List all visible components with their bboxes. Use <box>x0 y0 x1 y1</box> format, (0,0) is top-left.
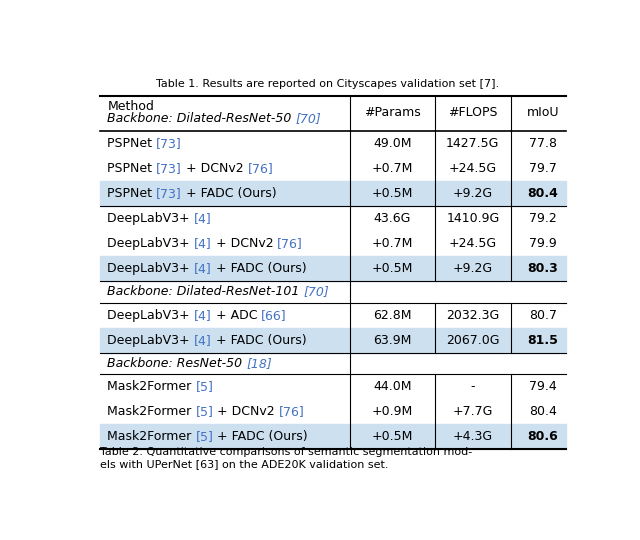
Text: + ADC: + ADC <box>212 309 261 322</box>
Text: +9.2G: +9.2G <box>452 262 493 275</box>
Text: [76]: [76] <box>248 162 273 176</box>
Text: 2032.3G: 2032.3G <box>446 309 499 322</box>
Text: +0.7M: +0.7M <box>372 162 413 176</box>
Text: + DCNv2: + DCNv2 <box>213 405 279 418</box>
Text: 79.9: 79.9 <box>529 237 557 250</box>
Text: +4.3G: +4.3G <box>452 430 493 443</box>
Text: Mask2Former: Mask2Former <box>108 405 196 418</box>
Text: +24.5G: +24.5G <box>449 162 497 176</box>
Text: Backbone: Dilated-ResNet-50: Backbone: Dilated-ResNet-50 <box>108 112 296 125</box>
Text: [4]: [4] <box>194 262 212 275</box>
Text: [4]: [4] <box>194 334 212 347</box>
Text: [5]: [5] <box>196 405 213 418</box>
Text: PSPNet: PSPNet <box>108 187 156 200</box>
Text: 1410.9G: 1410.9G <box>446 212 499 225</box>
Text: 80.4: 80.4 <box>529 405 557 418</box>
Text: Method: Method <box>108 100 154 113</box>
Text: +0.5M: +0.5M <box>372 187 413 200</box>
Text: #FLOPS: #FLOPS <box>448 106 497 119</box>
Text: 63.9M: 63.9M <box>373 334 412 347</box>
Text: +0.5M: +0.5M <box>372 430 413 443</box>
Text: [76]: [76] <box>279 405 305 418</box>
Text: Backbone: Dilated-ResNet-101: Backbone: Dilated-ResNet-101 <box>108 285 303 298</box>
Bar <box>100 328 566 353</box>
Bar <box>100 256 566 281</box>
Bar <box>100 424 566 449</box>
Text: mIoU: mIoU <box>527 106 559 119</box>
Text: +0.5M: +0.5M <box>372 262 413 275</box>
Text: -: - <box>470 380 475 393</box>
Text: 77.8: 77.8 <box>529 137 557 150</box>
Text: 44.0M: 44.0M <box>373 380 412 393</box>
Text: [4]: [4] <box>194 309 212 322</box>
Text: +24.5G: +24.5G <box>449 237 497 250</box>
Text: 62.8M: 62.8M <box>373 309 412 322</box>
Text: DeepLabV3+: DeepLabV3+ <box>108 334 194 347</box>
Text: Mask2Former: Mask2Former <box>108 430 196 443</box>
Text: +9.2G: +9.2G <box>452 187 493 200</box>
Text: 79.4: 79.4 <box>529 380 557 393</box>
Text: DeepLabV3+: DeepLabV3+ <box>108 309 194 322</box>
Text: [5]: [5] <box>196 380 213 393</box>
Text: + DCNv2: + DCNv2 <box>182 162 248 176</box>
Text: 2067.0G: 2067.0G <box>446 334 500 347</box>
Text: [70]: [70] <box>296 112 321 125</box>
Text: [66]: [66] <box>261 309 287 322</box>
Text: [73]: [73] <box>156 162 182 176</box>
Text: +0.9M: +0.9M <box>372 405 413 418</box>
Text: [18]: [18] <box>246 357 272 370</box>
Text: DeepLabV3+: DeepLabV3+ <box>108 237 194 250</box>
Text: +0.7M: +0.7M <box>372 237 413 250</box>
Text: [70]: [70] <box>303 285 330 298</box>
Text: 79.2: 79.2 <box>529 212 557 225</box>
Text: Table 2. Quantitative comparisons of semantic segmentation mod-
els with UPerNet: Table 2. Quantitative comparisons of sem… <box>100 447 472 469</box>
Text: + FADC (Ours): + FADC (Ours) <box>212 334 307 347</box>
Text: 80.7: 80.7 <box>529 309 557 322</box>
Text: [4]: [4] <box>194 212 212 225</box>
Text: 81.5: 81.5 <box>527 334 558 347</box>
Text: [73]: [73] <box>156 137 182 150</box>
Text: +7.7G: +7.7G <box>452 405 493 418</box>
Text: [5]: [5] <box>196 430 213 443</box>
Text: 43.6G: 43.6G <box>374 212 411 225</box>
Text: [4]: [4] <box>194 237 212 250</box>
Text: PSPNet: PSPNet <box>108 162 156 176</box>
Text: 79.7: 79.7 <box>529 162 557 176</box>
Text: + FADC (Ours): + FADC (Ours) <box>213 430 308 443</box>
Text: #Params: #Params <box>364 106 421 119</box>
Text: [73]: [73] <box>156 187 182 200</box>
Text: Table 1. Results are reported on Cityscapes validation set [7].: Table 1. Results are reported on Citysca… <box>156 79 500 89</box>
Text: [76]: [76] <box>277 237 303 250</box>
Text: Backbone: ResNet-50: Backbone: ResNet-50 <box>108 357 246 370</box>
Text: + FADC (Ours): + FADC (Ours) <box>182 187 276 200</box>
Text: 80.3: 80.3 <box>527 262 558 275</box>
Text: + FADC (Ours): + FADC (Ours) <box>212 262 307 275</box>
Text: + DCNv2: + DCNv2 <box>212 237 277 250</box>
Text: 80.4: 80.4 <box>527 187 558 200</box>
Text: 1427.5G: 1427.5G <box>446 137 499 150</box>
Text: 80.6: 80.6 <box>527 430 558 443</box>
Text: PSPNet: PSPNet <box>108 137 156 150</box>
Text: DeepLabV3+: DeepLabV3+ <box>108 212 194 225</box>
Text: Mask2Former: Mask2Former <box>108 380 196 393</box>
Text: 49.0M: 49.0M <box>373 137 412 150</box>
Text: DeepLabV3+: DeepLabV3+ <box>108 262 194 275</box>
Bar <box>100 181 566 206</box>
